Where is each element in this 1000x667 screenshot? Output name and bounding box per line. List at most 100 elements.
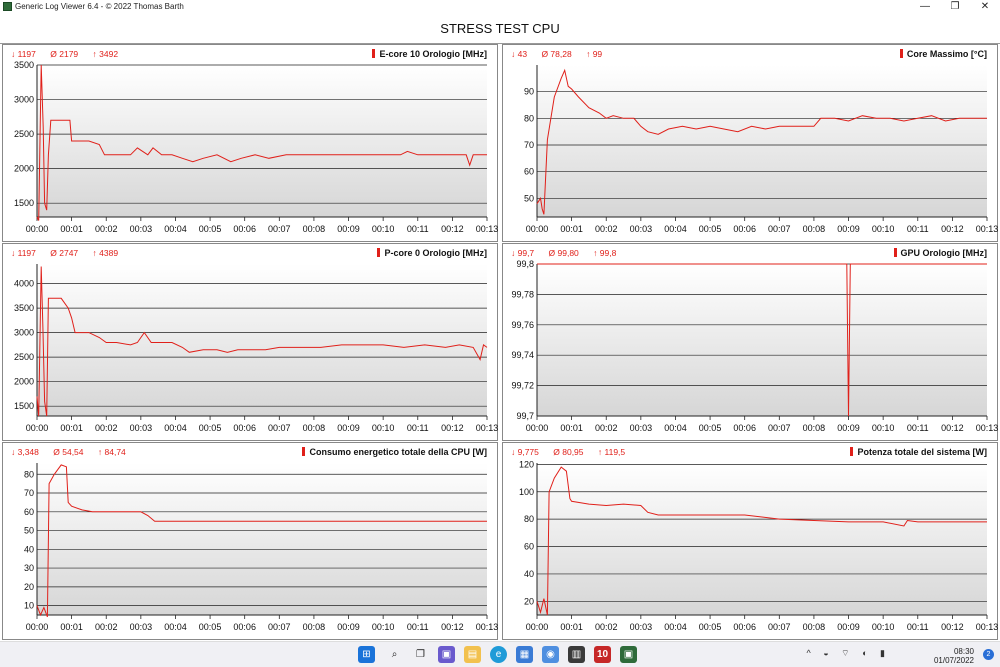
y-tick-label: 2500 [14,352,34,362]
panel-title-text: E-core 10 Orologio [MHz] [379,49,487,59]
x-tick-label: 00:11 [907,423,929,433]
panel-title-text: Consumo energetico totale della CPU [W] [309,447,487,457]
stat-max: ↑ 3492 [92,49,119,59]
x-tick-label: 00:00 [526,622,549,632]
series-line [537,263,987,417]
monitor-app-icon[interactable]: ▥ [568,646,585,663]
x-tick-label: 00:00 [526,224,549,234]
plot-area [537,65,987,217]
x-tick-label: 00:11 [407,622,429,632]
panel-title-text: GPU Orologio [MHz] [900,248,988,258]
start-windows-icon[interactable]: ⊞ [358,646,375,663]
plot-area [37,65,487,217]
x-tick-label: 00:03 [630,224,653,234]
search-icon[interactable]: ⌕ [391,649,398,660]
panel-stats: ↓ 43 Ø 78,28 ↑ 99 [511,49,614,59]
close-button[interactable]: ✕ [980,1,990,12]
x-tick-label: 00:04 [664,423,687,433]
chart-pcore-clock: 4000 3500 3000 2500 2000 1500 00:00 00:01 00:02 0… [14,264,498,433]
stat-min: ↓ 3,348 [11,447,39,457]
x-tick-label: 00:11 [907,224,929,234]
x-tick-label: 00:03 [630,622,653,632]
panel-title-text: Core Massimo [°C] [906,49,987,59]
x-tick-label: 00:07 [268,622,291,632]
plot-area [537,463,987,615]
chart-system-power: 120 100 80 60 40 20 00:00 00:01 00:02 00:03 00:04 0… [519,459,999,632]
maximize-button[interactable]: ❐ [950,1,960,12]
x-tick-label: 00:02 [95,622,118,632]
minimize-button[interactable]: — [920,1,930,12]
y-tick-label: 40 [24,544,34,554]
x-tick-label: 00:13 [476,224,499,234]
system-clock[interactable]: 08:30 01/07/2022 [934,647,974,665]
x-tick-label: 00:10 [372,622,395,632]
x-tick-label: 00:07 [268,423,291,433]
y-tick-label: 99,74 [511,350,534,360]
series-line [36,464,487,618]
x-tick-label: 00:00 [26,622,49,632]
teams-chat-icon[interactable]: ▣ [438,646,455,663]
y-tick-label: 3500 [14,60,34,70]
stat-min: ↓ 9,775 [511,447,539,457]
x-tick-label: 00:07 [768,622,791,632]
y-tick-label: 2000 [14,377,34,387]
series-line [536,466,987,616]
app-icon-blue[interactable]: ◉ [542,646,559,663]
taskbar: ⊞ ⌕ ❐ ▣ ▤ e ▦ ◉ ▥ 10 ▣ ^ ◒ ⌔ ◐ ▮ 08:30 0… [0,641,1000,667]
x-tick-label: 00:10 [872,622,895,632]
x-tick-label: 00:06 [233,622,256,632]
y-tick-label: 60 [524,167,534,177]
y-tick-label: 80 [24,469,34,479]
panel-stats: ↓ 9,775 Ø 80,95 ↑ 119,5 [511,447,637,457]
x-tick-label: 00:03 [130,622,153,632]
series-line [36,64,487,221]
y-tick-label: 99,78 [511,289,534,299]
panel-title: E-core 10 Orologio [MHz] [372,49,487,59]
series-color-marker [372,49,376,58]
chart-cpu-power: 80 70 60 50 40 30 20 10 00:00 00:01 00:02 00:03 00:0… [24,463,498,632]
x-tick-label: 00:04 [164,224,187,234]
panel-title: Consumo energetico totale della CPU [W] [302,447,487,457]
notification-badge[interactable]: 2 [983,649,994,660]
chart-panel-ecore-clock: ↓ 1197 Ø 2179 ↑ 3492 E-core 10 Orologio … [2,44,498,242]
y-tick-label: 60 [524,542,534,552]
x-tick-label: 00:02 [595,423,618,433]
panel-stats: ↓ 3,348 Ø 54,54 ↑ 84,74 [11,447,138,457]
x-tick-label: 00:13 [976,622,999,632]
edge-browser-icon[interactable]: e [490,646,507,663]
y-tick-label: 20 [524,596,534,606]
x-tick-label: 00:13 [976,423,999,433]
x-tick-label: 00:11 [907,622,929,632]
panel-stats: ↓ 1197 Ø 2747 ↑ 4389 [11,248,130,258]
x-tick-label: 00:02 [95,423,118,433]
x-tick-label: 00:09 [837,423,860,433]
x-tick-label: 00:00 [526,423,549,433]
stat-max: ↑ 99 [586,49,603,59]
y-tick-label: 1500 [14,401,34,411]
task-view-icon[interactable]: ❐ [416,649,425,660]
y-tick-label: 70 [524,140,534,150]
x-tick-label: 00:06 [733,224,756,234]
benchmark-app-icon[interactable]: 10 [594,646,611,663]
x-tick-label: 00:09 [837,622,860,632]
series-color-marker [899,49,903,58]
file-explorer-icon[interactable]: ▤ [464,646,481,663]
chart-ecore-clock: 3500 3000 2500 2000 1500 00:00 00:01 00:02 00:03… [14,60,499,234]
x-tick-label: 00:13 [976,224,999,234]
x-tick-label: 00:08 [303,622,326,632]
app-icon [3,2,12,11]
stat-avg: Ø 54,54 [53,447,84,457]
x-tick-label: 00:05 [699,224,722,234]
store-icon[interactable]: ▦ [516,646,533,663]
panel-title: Potenza totale del sistema [W] [850,447,987,457]
x-tick-label: 00:02 [595,622,618,632]
x-tick-label: 00:04 [164,423,187,433]
system-tray-icons[interactable]: ^ ◒ ⌔ ◐ ▮ [806,648,890,658]
log-viewer-taskbar-icon[interactable]: ▣ [620,646,637,663]
series-color-marker [377,248,381,257]
x-tick-label: 00:08 [303,423,326,433]
chart-panel-gpu-clock: ↓ 99,7 Ø 99,80 ↑ 99,8 GPU Orologio [MHz]… [502,243,998,441]
x-tick-label: 00:01 [560,224,583,234]
x-tick-label: 00:12 [941,622,964,632]
y-tick-label: 50 [524,193,534,203]
